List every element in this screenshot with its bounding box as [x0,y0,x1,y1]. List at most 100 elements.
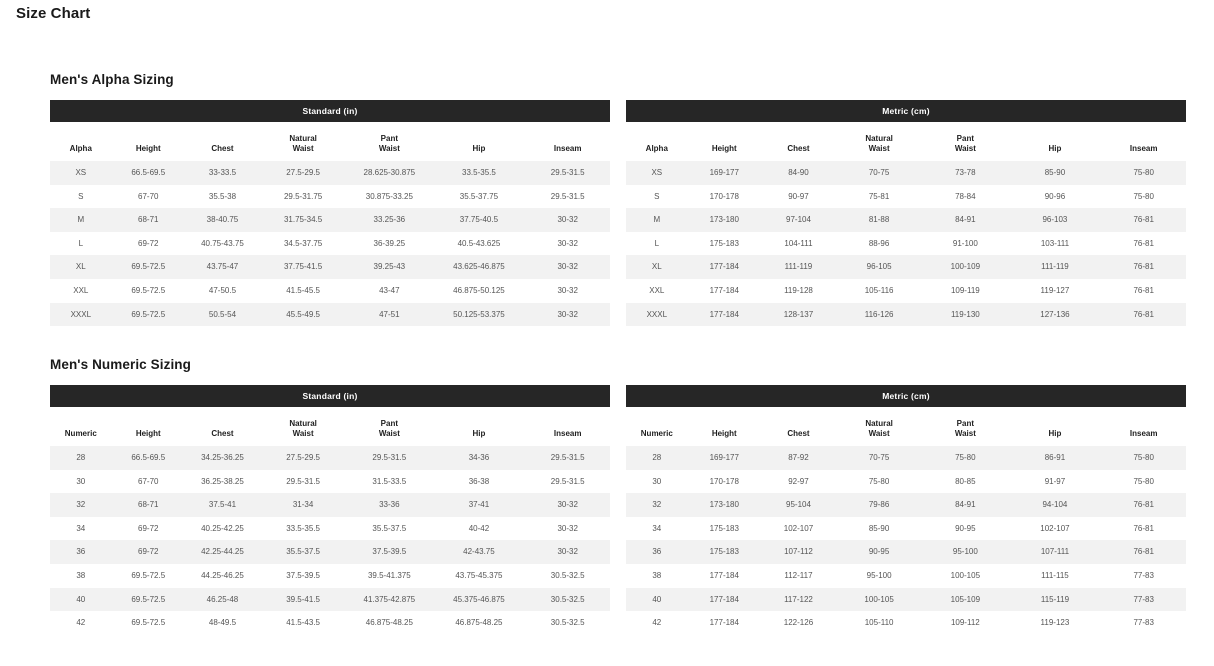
measurement-cell: 45.5-49.5 [259,302,347,327]
measurement-cell: 175-183 [687,516,761,541]
table-row: 40 177-184 117-122 100-105 105-109 115-119 77-… [626,587,1186,612]
size-label-cell: 32 [626,493,688,517]
measurement-cell: 177-184 [687,587,761,612]
column-header-alpha: Alpha [626,122,688,161]
size-grid: Numeric Height Chest Natural Waist Pant Waist H… [626,407,1186,635]
measurement-cell: 30-32 [525,208,610,232]
measurement-cell: 81-88 [835,208,923,232]
measurement-cell: 97-104 [760,208,836,232]
table-alpha-metric: Metric (cm) Alpha Height Chest Natural Waist… [626,100,1186,327]
measurement-cell: 39.5-41.375 [346,563,433,588]
column-header-hip: Hip [432,407,526,446]
measurement-cell: 77-83 [1101,563,1186,588]
measurement-cell: 69-72 [111,231,185,256]
unit-bar-metric-cm: Metric (cm) [626,385,1186,407]
measurement-cell: 31.75-34.5 [259,208,347,232]
measurement-cell: 41.5-45.5 [259,278,347,303]
table-row: 42 177-184 122-126 105-110 109-112 119-123 77-… [626,611,1186,635]
column-header-natural-waist: Natural Waist [259,407,347,446]
size-grid: Numeric Height Chest Natural Waist Pant Waist H… [50,407,610,635]
measurement-cell: 76-81 [1101,302,1186,327]
measurement-cell: 27.5-29.5 [259,446,347,470]
measurement-cell: 40.75-43.75 [184,231,260,256]
measurement-cell: 169-177 [687,161,761,185]
measurement-cell: 119-130 [922,302,1009,327]
section-alpha: Men's Alpha Sizing Standard (in) Alpha He… [0,72,1214,327]
size-label-cell: XL [50,255,112,279]
measurement-cell: 87-92 [760,446,836,470]
measurement-cell: 96-105 [835,255,923,279]
measurement-cell: 128-137 [760,302,836,327]
column-header-height: Height [687,407,761,446]
measurement-cell: 116-126 [835,302,923,327]
measurement-cell: 78-84 [922,184,1009,209]
column-header-hip: Hip [1008,407,1102,446]
measurement-cell: 50.125-53.375 [432,302,526,327]
measurement-cell: 105-116 [835,278,923,303]
table-body: XS 66.5-69.5 33-33.5 27.5-29.5 28.625-30.875… [50,161,610,327]
measurement-cell: 76-81 [1101,231,1186,256]
measurement-cell: 46.875-50.125 [432,278,526,303]
table-row: 36 175-183 107-112 90-95 95-100 107-111 76-81 [626,540,1186,564]
measurement-cell: 90-97 [760,184,836,209]
header-row: Alpha Height Chest Natural Waist Pant Waist Hip… [626,122,1186,161]
size-label-cell: XXL [626,278,688,303]
measurement-cell: 37.5-41 [184,493,260,517]
table-row: M 68-71 38-40.75 31.75-34.5 33.25-36 37.75-40… [50,208,610,232]
measurement-cell: 29.5-31.5 [259,469,347,494]
measurement-cell: 37.75-41.5 [259,255,347,279]
measurement-cell: 50.5-54 [184,302,260,327]
measurement-cell: 30-32 [525,516,610,541]
column-header-height: Height [111,122,185,161]
measurement-cell: 177-184 [687,278,761,303]
measurement-cell: 111-119 [1008,255,1102,279]
measurement-cell: 75-80 [1101,161,1186,185]
column-header-natural-waist: Natural Waist [835,407,923,446]
measurement-cell: 95-100 [835,563,923,588]
measurement-cell: 75-80 [1101,469,1186,494]
size-label-cell: 36 [626,540,688,564]
measurement-cell: 76-81 [1101,516,1186,541]
table-row: XXL 177-184 119-128 105-116 109-119 119-127 76… [626,278,1186,303]
table-head: Numeric Height Chest Natural Waist Pant Waist H… [50,407,610,446]
column-header-numeric: Numeric [626,407,688,446]
header-row: Alpha Height Chest Natural Waist Pant Waist Hip… [50,122,610,161]
table-row: 42 69.5-72.5 48-49.5 41.5-43.5 46.875-48.25 4… [50,611,610,635]
column-header-chest: Chest [184,407,260,446]
measurement-cell: 86-91 [1008,446,1102,470]
measurement-cell: 175-183 [687,231,761,256]
size-label-cell: 38 [626,563,688,588]
column-header-numeric: Numeric [50,407,112,446]
measurement-cell: 127-136 [1008,302,1102,327]
unit-bar-standard-in: Standard (in) [50,100,610,122]
table-body: 28 169-177 87-92 70-75 75-80 86-91 75-80 30 170-… [626,446,1186,635]
measurement-cell: 66.5-69.5 [111,446,185,470]
measurement-cell: 173-180 [687,493,761,517]
measurement-cell: 107-111 [1008,540,1102,564]
table-numeric-standard: Standard (in) Numeric Height Chest Natural W… [50,385,610,635]
measurement-cell: 109-112 [922,611,1009,635]
size-grid: Alpha Height Chest Natural Waist Pant Waist Hip… [50,122,610,327]
size-label-cell: M [626,208,688,232]
size-label-cell: 38 [50,563,112,588]
table-row: XS 66.5-69.5 33-33.5 27.5-29.5 28.625-30.875… [50,161,610,185]
measurement-cell: 95-100 [922,540,1009,564]
measurement-cell: 104-111 [760,231,836,256]
measurement-cell: 41.5-43.5 [259,611,347,635]
measurement-cell: 33.5-35.5 [259,516,347,541]
size-label-cell: 34 [626,516,688,541]
measurement-cell: 40.5-43.625 [432,231,526,256]
table-row: XXXL 69.5-72.5 50.5-54 45.5-49.5 47-51 50.125… [50,302,610,327]
measurement-cell: 34.25-36.25 [184,446,260,470]
table-alpha-standard: Standard (in) Alpha Height Chest Natural Wai… [50,100,610,327]
measurement-cell: 76-81 [1101,255,1186,279]
measurement-cell: 37.5-39.5 [346,540,433,564]
table-row: 30 170-178 92-97 75-80 80-85 91-97 75-80 [626,469,1186,494]
measurement-cell: 92-97 [760,469,836,494]
measurement-cell: 37.75-40.5 [432,208,526,232]
section-numeric: Men's Numeric Sizing Standard (in) Numer… [0,357,1214,635]
measurement-cell: 69.5-72.5 [111,563,185,588]
column-header-hip: Hip [432,122,526,161]
measurement-cell: 111-115 [1008,563,1102,588]
measurement-cell: 100-109 [922,255,1009,279]
